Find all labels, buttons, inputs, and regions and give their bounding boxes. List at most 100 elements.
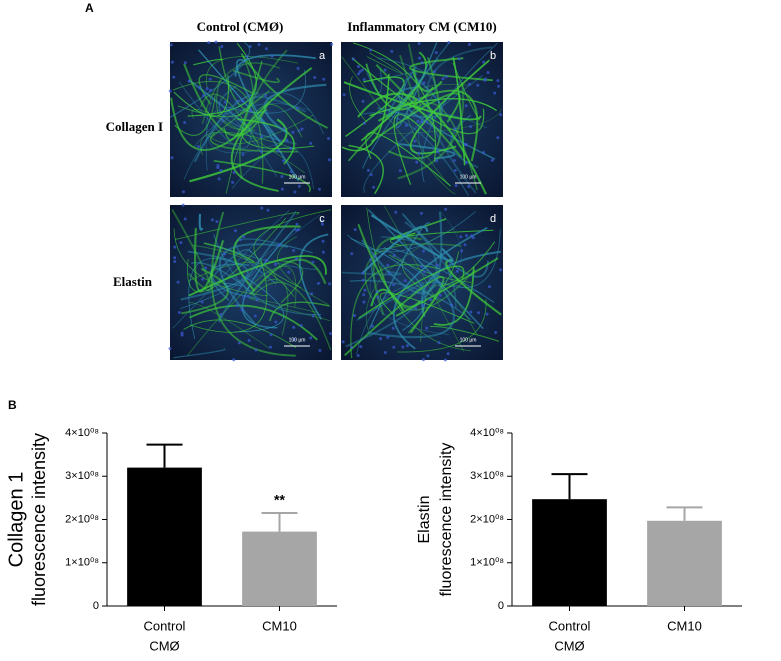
nucleus — [441, 77, 445, 81]
nucleus — [420, 61, 424, 65]
nucleus — [217, 177, 221, 181]
fiber — [223, 61, 263, 141]
fiber — [393, 113, 436, 185]
nucleus — [421, 358, 425, 362]
nucleus — [255, 298, 259, 302]
fibers — [168, 203, 333, 362]
nucleus — [327, 158, 331, 162]
y-axis-label: Collagen 1 — [5, 472, 27, 568]
nucleus — [485, 312, 489, 316]
fiber — [358, 265, 465, 319]
nucleus — [471, 236, 475, 240]
nucleus — [202, 94, 206, 98]
nucleus — [311, 260, 315, 264]
fiber — [398, 143, 456, 160]
nucleus — [264, 258, 268, 262]
x-tick-label: CMØ — [149, 638, 179, 653]
nucleus — [328, 282, 332, 286]
error-bar — [551, 473, 588, 500]
nucleus — [403, 279, 407, 283]
fiber — [350, 264, 439, 359]
nucleus — [459, 235, 463, 239]
fiber — [345, 221, 438, 348]
fiber — [249, 258, 327, 296]
micrographs: a 100 µm b 100 µm c 100 µm d 100 µm — [168, 40, 503, 362]
nucleus — [358, 69, 362, 73]
nucleus — [205, 87, 209, 91]
nucleus — [320, 222, 324, 226]
nucleus — [460, 249, 464, 253]
nucleus — [360, 68, 364, 72]
fiber — [364, 243, 462, 299]
nucleus — [366, 168, 370, 172]
fiber — [399, 43, 422, 110]
nucleus — [200, 300, 204, 304]
fiber — [232, 69, 280, 84]
scale-label: 100 µm — [460, 174, 477, 180]
nucleus — [405, 344, 409, 348]
fiber — [367, 209, 484, 330]
nucleus — [297, 184, 301, 188]
nucleus — [483, 78, 487, 82]
nucleus — [372, 185, 376, 189]
y-tick-label: 2×10⁰⁸ — [470, 513, 504, 525]
nucleus — [183, 61, 187, 65]
fiber — [231, 147, 315, 190]
nucleus — [421, 304, 425, 308]
fiber — [345, 76, 405, 137]
nucleus — [453, 127, 457, 131]
nucleus — [264, 93, 268, 97]
fiber — [364, 67, 382, 93]
nucleus — [369, 48, 373, 52]
nucleus — [291, 130, 295, 134]
bar — [647, 520, 722, 606]
nucleus — [493, 91, 497, 95]
fiber — [201, 62, 280, 124]
fiber — [368, 222, 431, 330]
nucleus — [362, 293, 366, 297]
nucleus — [330, 42, 334, 46]
nucleus — [342, 93, 346, 97]
nucleus — [437, 341, 441, 345]
nucleus — [299, 323, 303, 327]
bar — [532, 499, 607, 606]
nucleus — [383, 351, 387, 355]
nucleus — [496, 79, 500, 83]
panel-label: A — [85, 1, 94, 15]
nucleus — [282, 159, 286, 163]
nucleus — [394, 210, 398, 214]
nucleus — [383, 68, 387, 72]
fiber — [181, 268, 229, 315]
nucleus — [470, 234, 474, 238]
nucleus — [369, 173, 373, 177]
nucleus — [179, 241, 183, 245]
fiber — [225, 69, 306, 114]
nucleus — [274, 263, 278, 267]
nucleus — [309, 336, 313, 340]
column-header: Control (CMØ) — [197, 19, 284, 34]
nucleus — [240, 99, 244, 103]
fiber — [169, 42, 251, 118]
nucleus — [245, 54, 249, 58]
fiber — [173, 348, 226, 359]
nucleus — [235, 99, 239, 103]
fiber — [347, 84, 421, 162]
nucleus — [214, 40, 218, 44]
nucleus — [173, 259, 177, 263]
nucleus — [253, 314, 257, 318]
nucleus — [293, 190, 297, 194]
nucleus — [425, 326, 429, 330]
nucleus — [362, 121, 366, 125]
fiber — [237, 118, 295, 165]
nucleus — [444, 75, 448, 79]
image-letter: c — [319, 213, 325, 225]
nucleus — [295, 106, 299, 110]
fiber — [171, 209, 212, 292]
fiber — [349, 76, 367, 122]
nucleus — [341, 340, 345, 344]
nucleus — [310, 292, 314, 296]
fiber — [173, 228, 269, 297]
nucleus — [417, 56, 421, 60]
nucleus — [392, 283, 396, 287]
